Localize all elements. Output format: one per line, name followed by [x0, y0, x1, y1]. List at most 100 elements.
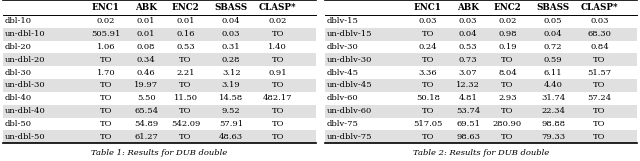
Text: 0.02: 0.02	[97, 17, 115, 25]
Text: 51.57: 51.57	[588, 69, 612, 77]
Text: Table 1: Results for DUB double: Table 1: Results for DUB double	[92, 149, 227, 157]
Text: 3.36: 3.36	[419, 69, 437, 77]
Bar	[325, 105, 637, 118]
Text: un-dbl-50: un-dbl-50	[4, 133, 45, 141]
Bar	[3, 130, 316, 143]
Text: TO: TO	[179, 107, 192, 115]
Text: 69.51: 69.51	[456, 120, 480, 128]
Text: dblv-75: dblv-75	[326, 120, 358, 128]
Text: 57.91: 57.91	[219, 120, 243, 128]
Text: 0.04: 0.04	[459, 30, 477, 38]
Bar	[325, 130, 637, 143]
Text: TO: TO	[501, 81, 514, 90]
Text: 0.01: 0.01	[177, 17, 195, 25]
Text: 542.09: 542.09	[171, 120, 200, 128]
Text: 98.88: 98.88	[541, 120, 565, 128]
Text: 4.40: 4.40	[543, 81, 563, 90]
Text: 0.03: 0.03	[419, 17, 437, 25]
Bar	[325, 79, 637, 92]
Text: ABK: ABK	[457, 3, 479, 12]
Text: 14.58: 14.58	[219, 94, 243, 102]
Text: TO: TO	[271, 107, 284, 115]
Text: ABK: ABK	[135, 3, 157, 12]
Text: 0.59: 0.59	[544, 56, 563, 64]
Text: ENC1: ENC1	[414, 3, 442, 12]
Text: 79.33: 79.33	[541, 133, 565, 141]
Text: 280.90: 280.90	[493, 120, 522, 128]
Text: 3.12: 3.12	[222, 69, 241, 77]
Text: 5.50: 5.50	[137, 94, 156, 102]
Text: TO: TO	[100, 56, 112, 64]
Text: 9.52: 9.52	[222, 107, 241, 115]
Text: 0.72: 0.72	[544, 43, 563, 51]
Text: 98.63: 98.63	[456, 133, 480, 141]
Text: ENC1: ENC1	[92, 3, 120, 12]
Text: 48.63: 48.63	[219, 133, 243, 141]
Text: Table 2: Results for DUB double: Table 2: Results for DUB double	[413, 149, 549, 157]
Text: 0.03: 0.03	[459, 17, 477, 25]
Text: 0.73: 0.73	[459, 56, 477, 64]
Text: 1.40: 1.40	[268, 43, 287, 51]
Text: TO: TO	[271, 56, 284, 64]
Text: 0.08: 0.08	[137, 43, 156, 51]
Text: TO: TO	[271, 120, 284, 128]
Bar	[325, 28, 637, 41]
Text: 3.07: 3.07	[459, 69, 477, 77]
Text: un-dbl-10: un-dbl-10	[4, 30, 45, 38]
Text: TO: TO	[100, 120, 112, 128]
Text: dbl-50: dbl-50	[4, 120, 32, 128]
Text: CLASP*: CLASP*	[581, 3, 618, 12]
Text: dblv-15: dblv-15	[326, 17, 358, 25]
Text: un-dblv-15: un-dblv-15	[326, 30, 372, 38]
Text: un-dblv-45: un-dblv-45	[326, 81, 372, 90]
Text: 4.81: 4.81	[459, 94, 477, 102]
Text: 22.34: 22.34	[541, 107, 565, 115]
Text: 0.46: 0.46	[137, 69, 156, 77]
Text: ENC2: ENC2	[493, 3, 522, 12]
Text: 0.24: 0.24	[419, 43, 437, 51]
Text: TO: TO	[100, 107, 112, 115]
Text: 0.05: 0.05	[544, 17, 563, 25]
Text: 65.54: 65.54	[134, 107, 158, 115]
Text: 6.11: 6.11	[544, 69, 563, 77]
Text: TO: TO	[501, 133, 514, 141]
Text: TO: TO	[422, 107, 434, 115]
Text: TO: TO	[271, 30, 284, 38]
Text: 0.02: 0.02	[499, 17, 516, 25]
Text: 57.24: 57.24	[588, 94, 612, 102]
Text: un-dbl-40: un-dbl-40	[4, 107, 45, 115]
Text: CLASP*: CLASP*	[259, 3, 296, 12]
Text: dbl-20: dbl-20	[4, 43, 31, 51]
Text: TO: TO	[501, 56, 514, 64]
Text: TO: TO	[100, 94, 112, 102]
Text: 31.74: 31.74	[541, 94, 565, 102]
Text: 482.17: 482.17	[263, 94, 292, 102]
Text: 505.91: 505.91	[92, 30, 121, 38]
Text: TO: TO	[593, 133, 606, 141]
Text: 2.21: 2.21	[177, 69, 195, 77]
Text: 0.98: 0.98	[498, 30, 517, 38]
Text: 0.01: 0.01	[137, 30, 156, 38]
Text: TO: TO	[422, 133, 434, 141]
Text: SBASS: SBASS	[214, 3, 248, 12]
Text: 0.16: 0.16	[177, 30, 195, 38]
Bar	[3, 105, 316, 118]
Text: TO: TO	[422, 56, 434, 64]
Text: dbl-40: dbl-40	[4, 94, 32, 102]
Bar	[3, 53, 316, 66]
Text: 50.18: 50.18	[416, 94, 440, 102]
Text: 1.70: 1.70	[97, 69, 115, 77]
Text: 0.28: 0.28	[222, 56, 241, 64]
Text: TO: TO	[422, 30, 434, 38]
Text: dblv-60: dblv-60	[326, 94, 358, 102]
Text: TO: TO	[179, 81, 192, 90]
Text: 0.84: 0.84	[590, 43, 609, 51]
Text: 2.93: 2.93	[498, 94, 517, 102]
Text: 0.19: 0.19	[498, 43, 517, 51]
Text: 0.04: 0.04	[544, 30, 563, 38]
Text: dbl-10: dbl-10	[4, 17, 32, 25]
Text: TO: TO	[593, 120, 606, 128]
Text: 12.32: 12.32	[456, 81, 480, 90]
Text: 68.30: 68.30	[588, 30, 612, 38]
Text: dbl-30: dbl-30	[4, 69, 32, 77]
